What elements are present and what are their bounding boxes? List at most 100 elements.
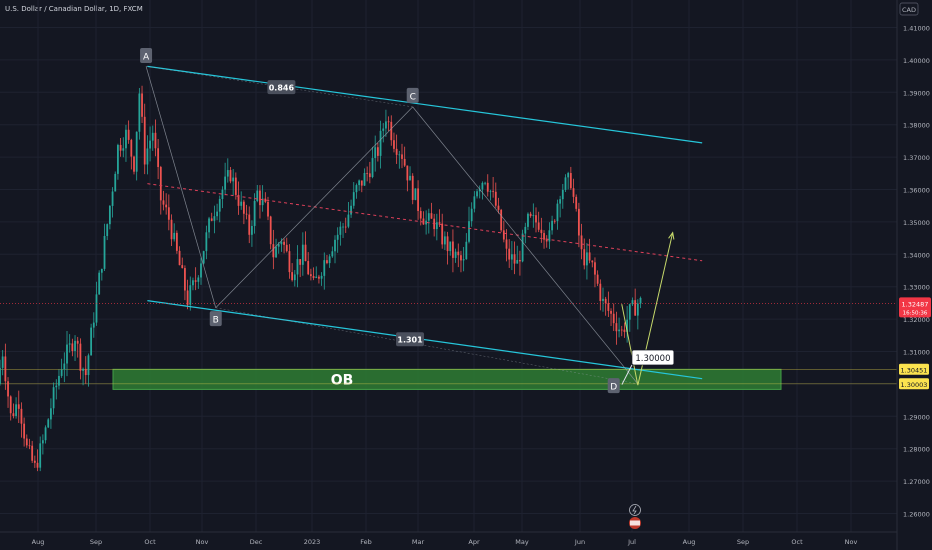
candle-body <box>358 180 361 186</box>
target-callout-pointer <box>621 364 633 385</box>
candle-body <box>133 156 135 172</box>
candle-body <box>468 221 470 242</box>
price-tick-3: 1.38000 <box>903 122 930 130</box>
candle-body <box>634 300 637 316</box>
candle-body <box>119 144 122 151</box>
pattern-label-box <box>209 311 222 327</box>
candle-body <box>484 182 486 184</box>
candle-body <box>355 185 358 193</box>
target-callout: 1.30000 <box>621 349 675 385</box>
candle-body <box>580 235 583 250</box>
candle-body <box>138 93 141 132</box>
order-block-zone <box>112 368 782 390</box>
candle-body <box>76 340 79 344</box>
candle-body <box>376 147 379 156</box>
candle-body <box>328 256 331 264</box>
candle-body <box>320 275 323 279</box>
candle-body <box>618 329 620 332</box>
ratio-label-box <box>267 80 296 95</box>
upper-channel-line <box>147 65 703 144</box>
candle-body <box>620 329 623 331</box>
candle-body <box>628 304 631 320</box>
candle-body <box>208 218 210 233</box>
candle-body <box>98 272 101 295</box>
candle-body <box>521 233 524 262</box>
candle-body <box>283 241 285 245</box>
candle-body <box>366 172 369 174</box>
candle-body <box>253 200 256 226</box>
time-tick-4: Dec <box>250 538 263 546</box>
abcd-leg-1 <box>215 106 413 309</box>
candle-body <box>623 329 626 332</box>
last-price-value: 1.32487 <box>902 300 929 308</box>
candle-body <box>508 248 511 260</box>
candle-body <box>430 213 433 219</box>
candle-body <box>435 222 438 230</box>
candle-body <box>339 226 342 235</box>
candle-body <box>157 148 160 168</box>
candle-body <box>275 246 277 258</box>
candle-body <box>232 177 235 182</box>
price-tick-2: 1.39000 <box>903 89 930 97</box>
time-tick-1: Sep <box>90 538 102 546</box>
abcd-leg-2 <box>412 106 639 385</box>
candle-body <box>476 191 478 197</box>
candle-body <box>90 327 93 356</box>
candle-body <box>331 251 334 257</box>
time-tick-15: Nov <box>845 538 858 546</box>
lightning-icon[interactable] <box>629 504 641 516</box>
candle-body <box>25 438 28 446</box>
candle-body <box>347 214 350 227</box>
candle-body <box>545 239 548 242</box>
candle-body <box>66 344 68 364</box>
pattern-label-box <box>406 87 419 103</box>
candle-body <box>216 211 218 217</box>
candle-body <box>256 190 259 201</box>
candle-body <box>23 423 26 439</box>
candle-body <box>122 148 125 151</box>
candle-body <box>586 252 588 266</box>
candle-body <box>489 190 492 192</box>
candle-body <box>205 232 208 252</box>
candle-body <box>272 244 275 258</box>
candle-body <box>594 262 596 275</box>
target-callout-box <box>631 349 675 366</box>
candle-body <box>315 276 318 278</box>
candle-body <box>519 260 521 262</box>
time-tick-11: Jul <box>627 538 636 546</box>
candle-body <box>465 241 468 260</box>
candle-body <box>31 445 34 461</box>
time-tick-0: Aug <box>32 538 45 546</box>
candle-body <box>441 223 444 245</box>
lower-channel-line <box>147 300 703 380</box>
candle-body <box>452 241 454 258</box>
candle-body <box>7 381 9 397</box>
candle-body <box>12 413 15 417</box>
candle-body <box>457 251 460 256</box>
pattern-label-text: B <box>213 316 219 326</box>
candle-body <box>269 216 272 245</box>
candle-body <box>87 355 90 376</box>
candle-body <box>599 283 602 301</box>
candle-body <box>189 285 192 305</box>
candle-body <box>200 263 202 278</box>
candle-body <box>312 276 315 278</box>
ac-link <box>146 66 413 108</box>
candle-body <box>162 200 165 205</box>
candle-body <box>68 343 71 345</box>
candle-body <box>82 368 84 371</box>
candle-body <box>52 387 55 409</box>
candle-body <box>401 154 403 159</box>
candle-body <box>245 213 248 215</box>
candle-body <box>561 189 564 200</box>
price-tick-7: 1.34000 <box>903 251 930 259</box>
candle-body <box>106 224 109 236</box>
time-tick-7: Mar <box>412 538 425 546</box>
candle-body <box>492 190 495 192</box>
pattern-label-text: D <box>610 383 617 393</box>
candle-body <box>291 272 294 281</box>
candle-body <box>417 188 419 212</box>
last-price-badge-box <box>899 297 931 318</box>
flag-icon[interactable] <box>629 517 641 529</box>
